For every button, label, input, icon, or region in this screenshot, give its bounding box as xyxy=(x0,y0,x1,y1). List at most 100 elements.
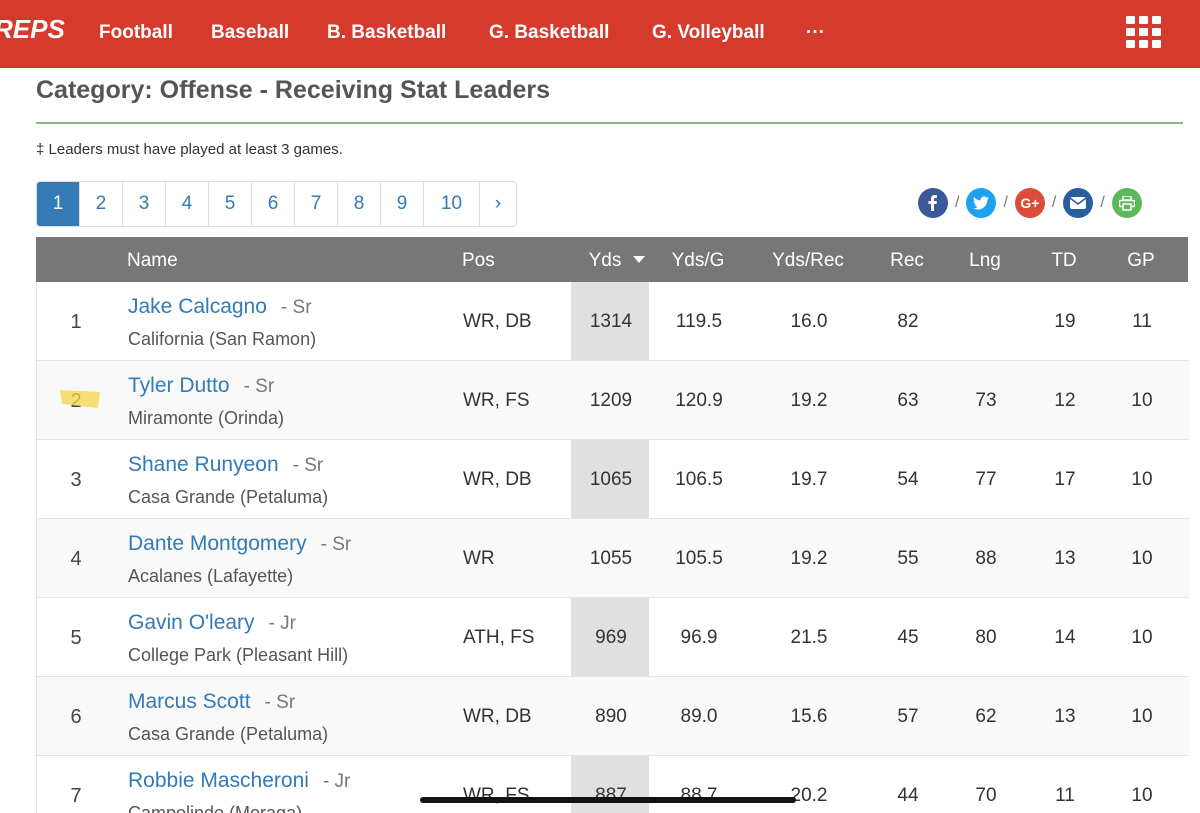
logo[interactable]: REPS xyxy=(0,14,65,44)
nav-link[interactable]: ··· xyxy=(806,22,825,43)
column-header[interactable]: Pos xyxy=(462,250,495,271)
column-header[interactable]: Yds/Rec xyxy=(772,250,844,271)
facebook-icon[interactable] xyxy=(918,188,948,218)
share-bar: / / G+ / / xyxy=(918,188,1142,218)
stat: 17 xyxy=(1054,469,1076,490)
page-link[interactable]: 7 xyxy=(295,182,338,226)
stat: 19.2 xyxy=(790,548,828,569)
stat: WR, DB xyxy=(463,311,532,332)
stat: 1065 xyxy=(589,469,633,490)
stat: 12 xyxy=(1054,390,1076,411)
print-icon[interactable] xyxy=(1111,188,1142,218)
menu-icon[interactable] xyxy=(1126,16,1162,50)
player-name[interactable]: Tyler Dutto xyxy=(128,374,230,397)
stat: 1209 xyxy=(589,390,633,411)
page-link[interactable]: 9 xyxy=(381,182,424,226)
rank: 3 xyxy=(70,469,82,491)
stat: 16.0 xyxy=(790,311,828,332)
player-class: - Jr xyxy=(268,613,296,634)
top-nav: REPS Football Baseball B. Basketball G. Bas… xyxy=(0,0,1200,68)
stat: 88.7 xyxy=(680,785,718,806)
stat: 10 xyxy=(1131,390,1153,411)
player-line: Tyler Dutto - Sr xyxy=(128,374,274,398)
page-link[interactable]: 6 xyxy=(252,182,295,226)
player-class: - Sr xyxy=(264,692,296,713)
stat: 19.2 xyxy=(790,390,828,411)
player-name[interactable]: Marcus Scott xyxy=(128,690,251,713)
table-row: 3 Shane Runyeon - Sr Casa Grande (Petaluma)… xyxy=(36,440,1189,519)
player-name[interactable]: Shane Runyeon xyxy=(128,453,279,476)
school: Casa Grande (Petaluma) xyxy=(128,724,329,744)
column-header[interactable]: TD xyxy=(1051,250,1077,271)
player-class: - Sr xyxy=(243,376,275,397)
rank: 7 xyxy=(70,785,82,807)
stat: 15.6 xyxy=(790,706,828,727)
rank: 6 xyxy=(70,706,82,728)
page-link[interactable]: 3 xyxy=(123,182,166,226)
school: College Park (Pleasant Hill) xyxy=(128,645,349,665)
column-header[interactable]: Yds/G xyxy=(671,250,725,271)
stat: 62 xyxy=(975,706,997,727)
home-indicator xyxy=(420,797,796,803)
nav-link[interactable]: G. Basketball xyxy=(489,22,610,43)
school: Acalanes (Lafayette) xyxy=(128,566,294,586)
page-title: Category: Offense - Receiving Stat Leade… xyxy=(36,76,551,104)
player-class: - Sr xyxy=(280,297,312,318)
stat: 19 xyxy=(1054,311,1076,332)
page-link[interactable]: 8 xyxy=(338,182,381,226)
nav-link[interactable]: G. Volleyball xyxy=(652,22,765,43)
page-link[interactable]: 5 xyxy=(209,182,252,226)
separator: / xyxy=(1003,194,1008,211)
page-link[interactable]: 1 xyxy=(37,182,80,226)
stat: 14 xyxy=(1054,627,1076,648)
google-plus-icon[interactable]: G+ xyxy=(1014,188,1045,218)
stat: 70 xyxy=(975,785,997,806)
nav-link[interactable]: Baseball xyxy=(211,22,290,43)
school: Miramonte (Orinda) xyxy=(128,408,285,428)
table-row: 5 Gavin O'leary - Jr College Park (Pleasant… xyxy=(36,598,1189,677)
player-name[interactable]: Jake Calcagno xyxy=(128,295,267,318)
player-name[interactable]: Dante Montgomery xyxy=(128,532,307,555)
page-link[interactable]: 4 xyxy=(166,182,209,226)
page-link[interactable]: › xyxy=(494,193,502,214)
separator: / xyxy=(1100,194,1105,211)
stat: 82 xyxy=(897,311,919,332)
stat: 106.5 xyxy=(675,469,723,490)
stat: 20.2 xyxy=(790,785,828,806)
stat: 10 xyxy=(1131,469,1153,490)
player-name[interactable]: Gavin O'leary xyxy=(128,611,255,634)
highlighter-mark xyxy=(60,390,100,408)
nav-link[interactable]: B. Basketball xyxy=(327,22,447,43)
player-line: Marcus Scott - Sr xyxy=(128,690,295,714)
school: Campolindo (Moraga) xyxy=(128,803,303,813)
player-line: Robbie Mascheroni - Jr xyxy=(128,769,350,793)
player-class: - Jr xyxy=(322,771,351,792)
rank: 1 xyxy=(70,311,82,333)
player-line: Shane Runyeon - Sr xyxy=(128,453,323,477)
column-header[interactable]: Lng xyxy=(969,250,1001,271)
rank: 4 xyxy=(70,548,82,570)
stat: 119.5 xyxy=(675,311,723,332)
page-link[interactable]: 10 xyxy=(424,182,480,226)
column-header[interactable]: Yds xyxy=(588,250,622,271)
player-class: - Sr xyxy=(320,534,352,555)
stat: 1314 xyxy=(589,311,633,332)
stat: 96.9 xyxy=(680,627,718,648)
stat: 10 xyxy=(1131,627,1153,648)
table-row: 4 Dante Montgomery - Sr Acalanes (Lafayette… xyxy=(36,519,1189,598)
separator: / xyxy=(1051,194,1057,211)
column-header[interactable]: Name xyxy=(127,250,178,271)
nav-link[interactable]: Football xyxy=(99,22,173,43)
player-line: Jake Calcagno - Sr xyxy=(128,295,312,319)
player-name[interactable]: Robbie Mascheroni xyxy=(128,769,309,792)
email-icon[interactable] xyxy=(1063,188,1094,218)
column-header[interactable]: Rec xyxy=(890,250,924,271)
stat: 63 xyxy=(897,390,919,411)
column-header[interactable]: GP xyxy=(1127,250,1155,271)
page-link[interactable]: 2 xyxy=(80,182,123,226)
twitter-icon[interactable] xyxy=(966,188,997,218)
separator: / xyxy=(955,194,960,211)
note: ‡ Leaders must have played at least 3 ga… xyxy=(36,141,343,158)
